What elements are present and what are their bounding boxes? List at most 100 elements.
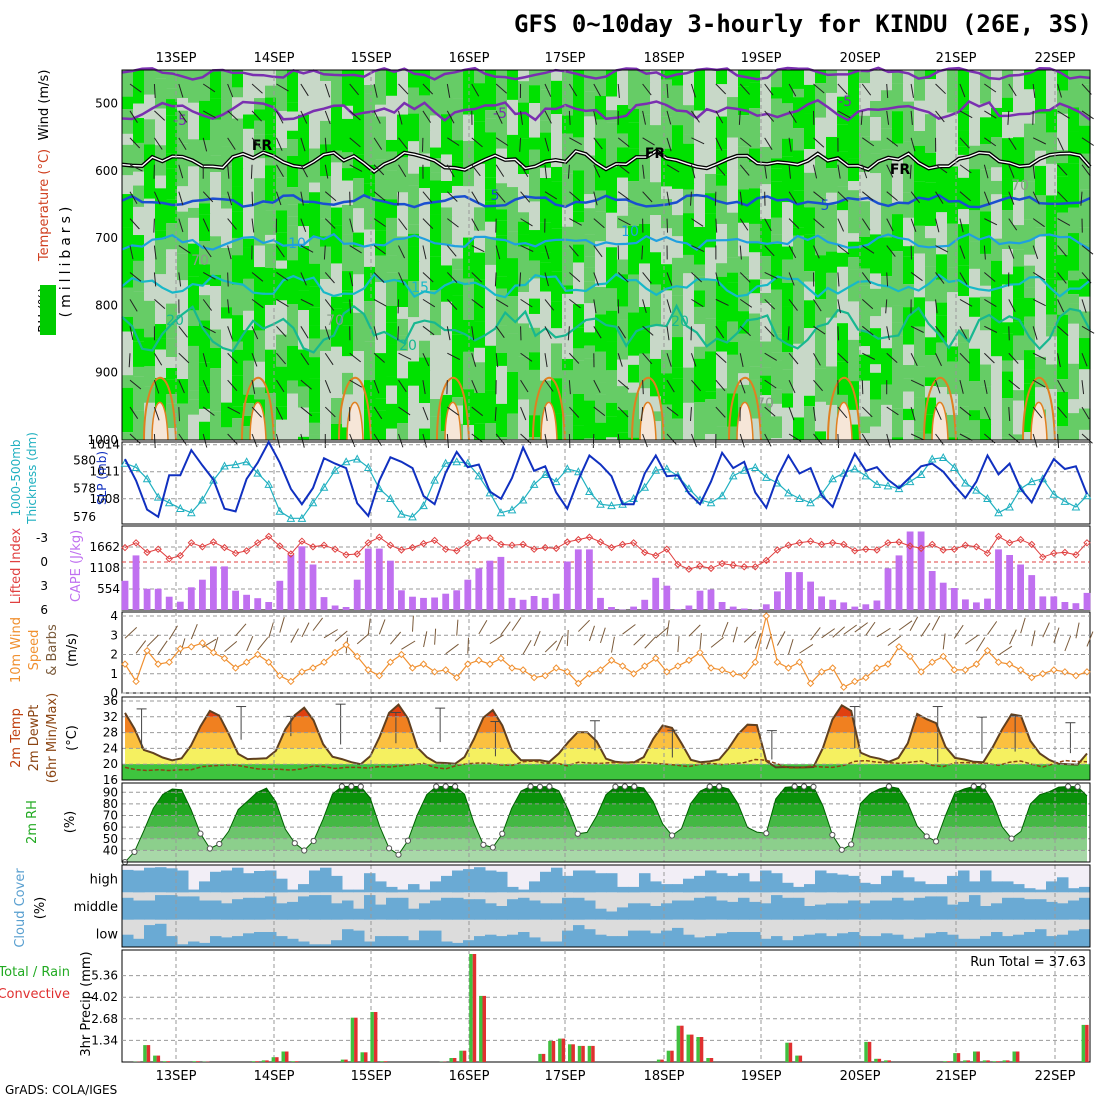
rh-cell <box>870 273 882 288</box>
rh-cell <box>540 276 552 291</box>
rh-cell <box>870 400 882 427</box>
rh-point <box>490 845 495 850</box>
ylabel-wind: Wind (m/s) <box>37 70 52 141</box>
cloud-cell <box>705 936 717 947</box>
cape-bar <box>763 604 770 610</box>
x-tick-label-bottom: 21SEP <box>936 1069 977 1084</box>
rh-cell <box>298 386 310 407</box>
rh-cell <box>232 186 244 212</box>
cloud-cell <box>276 903 288 919</box>
contour-label: 20 <box>671 314 689 330</box>
rh-point <box>481 842 486 847</box>
rh-cell <box>650 215 662 252</box>
precip-bar-convective <box>542 1054 546 1062</box>
cloud-cell <box>661 931 673 947</box>
rh-point <box>613 784 618 789</box>
cloud-cell <box>320 895 332 920</box>
rh-cell <box>210 70 222 98</box>
rh-cell <box>287 112 299 131</box>
rh-cell <box>936 280 948 303</box>
rh-cell <box>287 205 299 217</box>
rh-cell <box>287 131 299 140</box>
rh-cell <box>386 218 398 255</box>
cloud-cell <box>859 936 871 947</box>
rh-cell <box>254 178 266 203</box>
cloud-cell <box>782 898 794 920</box>
rh-cell <box>716 426 728 440</box>
rh-cell <box>518 428 530 440</box>
rh-cell <box>265 86 277 98</box>
rh-cell <box>364 197 376 229</box>
rh-cell <box>155 188 167 230</box>
cloud-cell <box>870 901 882 920</box>
rh-cell <box>782 352 794 370</box>
rh-cell <box>870 364 882 373</box>
rh-cell <box>617 386 629 410</box>
rh-cell <box>419 232 431 262</box>
precip-bar-convective <box>157 1056 161 1062</box>
precip-bar-total <box>973 1052 977 1063</box>
rh-cell <box>199 203 211 214</box>
rh-point <box>801 784 806 789</box>
precip-bar-total <box>864 1042 868 1062</box>
rh-point <box>358 784 363 789</box>
cloud-cell <box>254 898 266 920</box>
y-tick-label: 6 <box>40 603 48 617</box>
rh-cell <box>1079 430 1091 440</box>
cape-bar <box>166 597 173 610</box>
rh-cell <box>661 350 673 364</box>
precip-bar-convective <box>868 1042 872 1062</box>
rh-cell <box>430 290 442 335</box>
rh-cell <box>760 376 772 396</box>
cloud-cell <box>936 884 948 892</box>
precip-bar-convective <box>888 1060 892 1062</box>
rh-cell <box>1002 322 1014 333</box>
cape-bar <box>254 598 261 610</box>
cloud-cell <box>826 873 838 892</box>
cloud-cell <box>914 881 926 892</box>
cloud-cell <box>617 887 629 893</box>
rh-cell <box>650 326 662 359</box>
cloud-cell <box>353 890 365 893</box>
rh-cell <box>969 269 981 298</box>
cloud-cell <box>628 931 640 947</box>
contour-label: 10 <box>288 236 306 252</box>
precip-bar-convective <box>275 1057 279 1062</box>
rh-cell <box>969 349 981 382</box>
cloud-cell <box>903 877 915 892</box>
cape-bar <box>774 591 781 610</box>
rh-cell <box>331 359 343 398</box>
cape-bar <box>564 562 571 611</box>
cloud-cell <box>265 932 277 947</box>
precip-bar-total <box>785 1043 789 1062</box>
rh-cell <box>903 192 915 218</box>
rh-cell <box>1024 287 1036 298</box>
rh-cell <box>430 371 442 399</box>
cloud-cell <box>408 940 420 947</box>
rh-cell <box>430 215 442 257</box>
rh-cell <box>210 214 222 237</box>
rh-cell <box>947 167 959 205</box>
rh-cell <box>1046 413 1058 432</box>
cloud-cell <box>1035 899 1047 920</box>
rh-cell <box>683 327 695 368</box>
rh-cell <box>386 96 398 140</box>
rh-cell <box>1013 225 1025 250</box>
rh-cell <box>243 239 255 248</box>
rh-cell <box>551 182 563 220</box>
cloud-cell <box>606 912 618 920</box>
precip-bar-convective <box>344 1060 348 1062</box>
ylabel-units: (%) <box>63 811 78 834</box>
cloud-cell <box>672 884 684 892</box>
rh-cell <box>364 124 376 165</box>
cloud-cell <box>562 898 574 920</box>
precip-bar-total <box>548 1041 552 1062</box>
rh-cell <box>562 173 574 205</box>
cloud-cell <box>485 935 497 947</box>
rh-cell <box>694 70 706 111</box>
y-tick-label: 24 <box>103 741 118 755</box>
rh-cell <box>331 208 343 226</box>
rh-cell <box>947 205 959 224</box>
precip-bar-total <box>696 1037 700 1062</box>
cape-bar <box>708 590 715 611</box>
